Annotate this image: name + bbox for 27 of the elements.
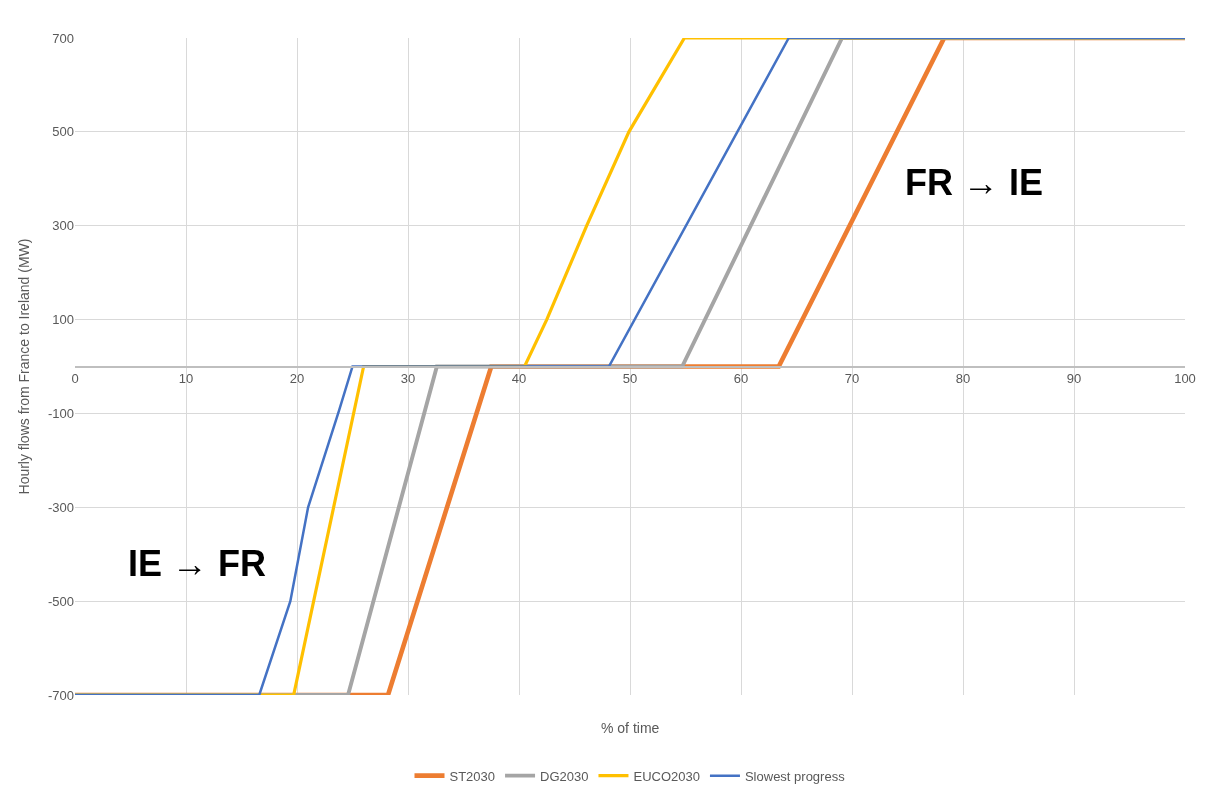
y-tick-label: -300	[47, 499, 74, 515]
x-tick-label: 50	[622, 370, 638, 386]
x-axis-title: % of time	[601, 720, 660, 736]
y-tick-label: 700	[52, 30, 74, 46]
y-tick-label: -700	[47, 687, 74, 703]
y-axis-title: Hourly flows from France to Ireland (MW)	[15, 238, 32, 495]
y-tick-label: 100	[52, 312, 74, 328]
annotation: FR → IE	[905, 162, 1044, 203]
x-tick-label: 80	[955, 370, 971, 386]
legend-label: DG2030	[540, 768, 589, 784]
x-tick-label: 30	[400, 370, 416, 386]
legend-label: Slowest progress	[744, 768, 846, 784]
y-tick-label: 500	[52, 124, 74, 140]
legend-label: EUCO2030	[633, 768, 700, 784]
x-tick-label: 60	[733, 370, 749, 386]
x-tick-label: 100	[1174, 370, 1196, 386]
x-tick-label: 20	[289, 370, 305, 386]
y-tick-label: 300	[52, 218, 74, 234]
x-tick-label: 70	[844, 370, 860, 386]
x-tick-label: 40	[511, 370, 527, 386]
annotation: IE → FR	[128, 543, 267, 584]
x-tick-label: 10	[178, 370, 194, 386]
y-tick-label: -500	[47, 593, 74, 609]
x-tick-label: 90	[1066, 370, 1082, 386]
legend-label: ST2030	[449, 768, 496, 784]
y-tick-label: -100	[47, 405, 74, 421]
x-tick-label: 0	[71, 370, 79, 386]
